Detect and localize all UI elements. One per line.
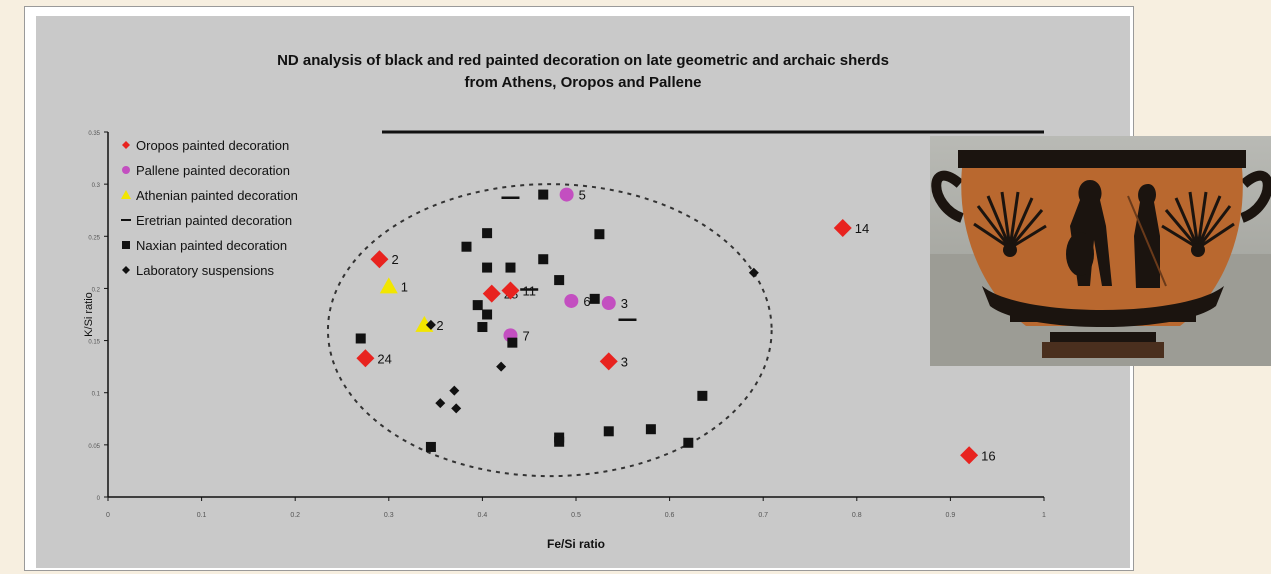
data-point: [960, 446, 979, 465]
y-tick-label: 0.2: [92, 287, 101, 293]
legend-entry: Oropos painted decoration: [136, 138, 289, 153]
x-tick-label: 0.2: [290, 512, 300, 519]
data-point: [554, 275, 565, 286]
legend-entry: Athenian painted decoration: [136, 188, 298, 203]
data-point: [370, 250, 389, 269]
x-tick-label: 1: [1042, 512, 1046, 519]
data-label: 3: [621, 354, 628, 369]
legend-marker: [122, 241, 130, 249]
data-point: [482, 262, 493, 273]
data-point: [564, 293, 579, 308]
data-point: [599, 352, 618, 371]
data-point: [501, 281, 520, 300]
data-label: 2: [391, 252, 398, 267]
data-point: [538, 254, 549, 265]
data-point: [477, 322, 488, 333]
data-label: 3: [621, 296, 628, 311]
data-point: [355, 333, 366, 344]
chart-title: ND analysis of black and red painted dec…: [277, 52, 889, 69]
legend-entry: Laboratory suspensions: [136, 263, 275, 278]
data-point: [482, 228, 493, 239]
data-point: [645, 424, 656, 435]
y-tick-label: 0: [97, 496, 101, 502]
data-point: [496, 361, 507, 372]
data-point: [435, 398, 446, 409]
y-axis-label: K/Si ratio: [83, 292, 95, 337]
black-figure-vase-photo-icon: [930, 136, 1271, 366]
data-label: 14: [855, 221, 869, 236]
data-label: 16: [981, 448, 995, 463]
data-point: [449, 385, 460, 396]
data-point: [451, 403, 462, 414]
data-point: [748, 267, 759, 278]
x-tick-label: 0.7: [758, 512, 768, 519]
data-point: [538, 189, 549, 200]
data-point: [425, 319, 436, 330]
data-label: 5: [579, 188, 586, 203]
data-point: [461, 241, 472, 252]
data-label: 2: [436, 318, 443, 333]
y-tick-label: 0.35: [88, 131, 100, 137]
y-tick-label: 0.1: [92, 392, 101, 398]
x-tick-label: 0.1: [197, 512, 207, 519]
legend-marker: [121, 190, 131, 199]
data-label: 11: [522, 284, 536, 299]
data-point: [559, 187, 574, 202]
legend-entry: Naxian painted decoration: [136, 238, 287, 253]
data-point: [601, 296, 616, 311]
y-tick-label: 0.15: [88, 340, 100, 346]
x-tick-label: 0.3: [384, 512, 394, 519]
data-point: [603, 426, 614, 437]
data-point: [425, 441, 436, 452]
data-label: 1: [401, 279, 408, 294]
legend-entry: Eretrian painted decoration: [136, 213, 292, 228]
data-point: [594, 229, 605, 240]
y-tick-label: 0.05: [88, 444, 100, 450]
data-point: [683, 437, 694, 448]
x-tick-label: 0.9: [946, 512, 956, 519]
data-point: [356, 349, 375, 368]
data-point: [482, 309, 493, 320]
scatter-plot: 0 0.1 0.2 0.3 0.4 0.5 0.6 0.7 0.8 0.9 1 0 0.05 0.1 0.1…: [83, 130, 1046, 551]
legend-marker: [122, 166, 130, 174]
data-point: [697, 390, 708, 401]
x-tick-label: 0.5: [571, 512, 581, 519]
x-tick-label: 0.4: [478, 512, 488, 519]
y-tick-label: 0.3: [92, 183, 101, 189]
legend-marker: [122, 141, 130, 149]
legend-marker: [122, 266, 130, 274]
data-point: [833, 218, 852, 237]
y-tick-label: 0.25: [88, 235, 100, 241]
data-point: [482, 284, 501, 303]
data-point: [507, 337, 518, 348]
data-label: 6: [583, 294, 590, 309]
data-point: [505, 262, 516, 273]
data-point: [589, 293, 600, 304]
data-point: [379, 277, 398, 294]
data-label: 7: [522, 328, 529, 343]
data-point: [415, 315, 434, 332]
chart-subtitle: from Athens, Oropos and Pallene: [464, 74, 702, 91]
x-tick-label: 0: [106, 512, 110, 519]
x-axis-label: Fe/Si ratio: [547, 537, 605, 551]
x-tick-label: 0.6: [665, 512, 675, 519]
x-tick-label: 0.8: [852, 512, 862, 519]
data-point: [554, 436, 565, 447]
group-ellipse: [326, 183, 773, 478]
legend-entry: Pallene painted decoration: [136, 163, 290, 178]
data-label: 24: [377, 351, 391, 366]
data-point: [472, 300, 483, 311]
